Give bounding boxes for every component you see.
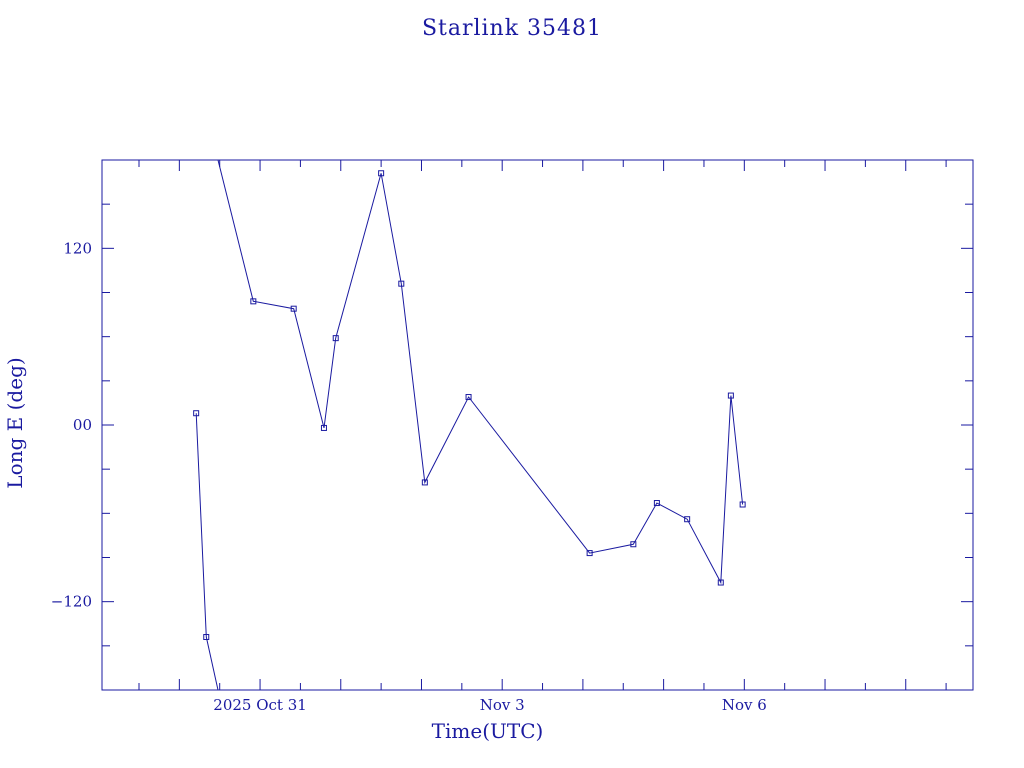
plot-frame <box>101 159 974 691</box>
x-axis-label: Time(UTC) <box>432 719 544 743</box>
data-point <box>630 541 637 548</box>
chart-title: Starlink 35481 <box>421 16 603 41</box>
data-point <box>320 424 327 431</box>
data-point <box>684 516 691 523</box>
y-tick-label: 120 <box>63 239 92 257</box>
x-tick-label: Nov 6 <box>722 696 767 714</box>
series-line-1 <box>217 160 744 585</box>
data-point <box>653 500 660 507</box>
y-axis-label: Long E (deg) <box>3 357 27 488</box>
data-point <box>465 394 472 401</box>
data-point <box>290 305 297 312</box>
y-tick-label: −120 <box>51 593 92 611</box>
data-point <box>193 410 200 417</box>
data-point <box>421 479 428 486</box>
x-tick-label: Nov 3 <box>480 696 525 714</box>
data-point <box>586 550 593 557</box>
data-point <box>739 501 746 508</box>
series-line-0 <box>195 413 219 690</box>
data-point <box>332 335 339 342</box>
data-point <box>250 298 257 305</box>
x-tick-label: 2025 Oct 31 <box>213 696 307 714</box>
data-point <box>378 170 385 177</box>
data-point <box>398 280 405 287</box>
y-tick-label: 00 <box>73 416 92 434</box>
data-point <box>717 579 724 586</box>
data-point <box>203 634 210 640</box>
data-point <box>727 392 734 399</box>
